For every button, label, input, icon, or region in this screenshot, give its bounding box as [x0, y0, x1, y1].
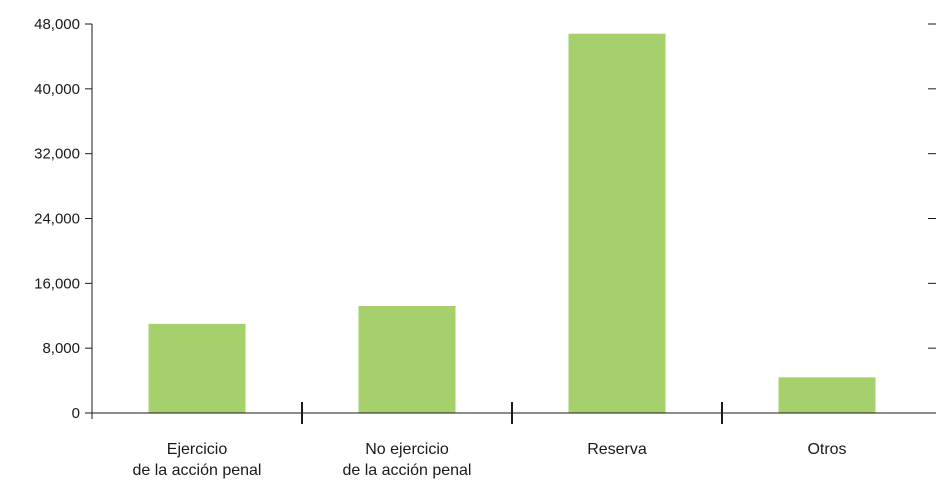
- y-tick-label: 24,000: [34, 211, 80, 228]
- x-category-label-line: de la acción penal: [343, 462, 472, 479]
- x-axis: Ejercicio de la acción penal No ejercicio d…: [85, 402, 936, 479]
- y-tick-label: 48,000: [34, 16, 80, 33]
- x-category-label-line: Reserva: [587, 441, 647, 458]
- bars: [148, 33, 876, 413]
- y-tick-label: 0: [72, 405, 80, 422]
- bar: [568, 33, 666, 413]
- x-category-label-line: No ejercicio: [365, 441, 449, 458]
- y-tick-label: 40,000: [34, 81, 80, 98]
- x-category-label-line: Ejercicio: [167, 441, 228, 458]
- y-tick-label: 32,000: [34, 146, 80, 163]
- x-category-label: Reserva: [587, 441, 647, 458]
- x-category-label-line: Otros: [807, 441, 846, 458]
- right-axis-ticks: [928, 23, 936, 414]
- bar: [148, 323, 246, 413]
- x-category-label-line: de la acción penal: [133, 462, 262, 479]
- y-tick-label: 8,000: [42, 340, 80, 357]
- x-category-label: Otros: [807, 441, 846, 458]
- bar: [358, 306, 456, 413]
- bar: [778, 377, 876, 413]
- y-tick-label: 16,000: [34, 275, 80, 292]
- x-category-label: No ejercicio de la acción penal: [343, 441, 472, 479]
- y-axis: 0 8,000 16,000 24,000 32,000 40,000 48,000: [34, 16, 93, 422]
- x-category-label: Ejercicio de la acción penal: [133, 441, 262, 479]
